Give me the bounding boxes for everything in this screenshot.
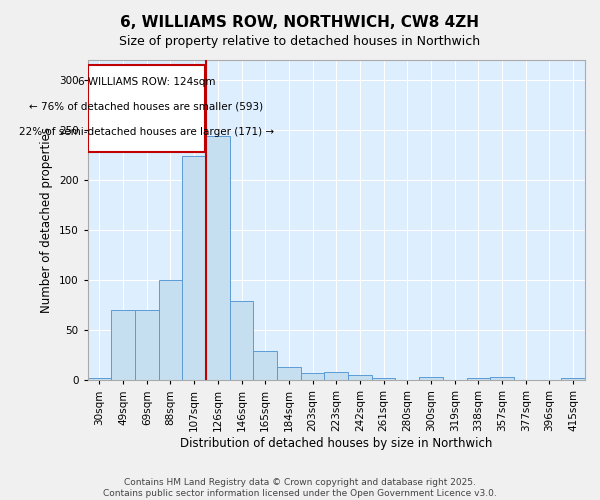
Bar bbox=[348, 376, 372, 380]
Y-axis label: Number of detached properties: Number of detached properties bbox=[40, 127, 53, 313]
X-axis label: Distribution of detached houses by size in Northwich: Distribution of detached houses by size … bbox=[180, 437, 493, 450]
Bar bbox=[158, 280, 182, 380]
Bar bbox=[490, 378, 514, 380]
Bar bbox=[135, 310, 158, 380]
Bar bbox=[325, 372, 348, 380]
Text: Size of property relative to detached houses in Northwich: Size of property relative to detached ho… bbox=[119, 35, 481, 48]
Bar bbox=[253, 352, 277, 380]
Bar bbox=[562, 378, 585, 380]
Bar bbox=[372, 378, 395, 380]
Text: 6, WILLIAMS ROW, NORTHWICH, CW8 4ZH: 6, WILLIAMS ROW, NORTHWICH, CW8 4ZH bbox=[121, 15, 479, 30]
Text: Contains HM Land Registry data © Crown copyright and database right 2025.
Contai: Contains HM Land Registry data © Crown c… bbox=[103, 478, 497, 498]
Bar bbox=[206, 136, 230, 380]
Bar bbox=[419, 378, 443, 380]
Text: 6 WILLIAMS ROW: 124sqm: 6 WILLIAMS ROW: 124sqm bbox=[77, 77, 215, 87]
Text: ← 76% of detached houses are smaller (593): ← 76% of detached houses are smaller (59… bbox=[29, 102, 263, 112]
Text: 22% of semi-detached houses are larger (171) →: 22% of semi-detached houses are larger (… bbox=[19, 127, 274, 137]
Bar bbox=[277, 368, 301, 380]
Bar bbox=[467, 378, 490, 380]
Bar bbox=[182, 156, 206, 380]
Bar bbox=[230, 301, 253, 380]
Bar bbox=[301, 374, 325, 380]
Bar bbox=[88, 65, 205, 152]
Bar bbox=[88, 378, 111, 380]
Bar bbox=[111, 310, 135, 380]
